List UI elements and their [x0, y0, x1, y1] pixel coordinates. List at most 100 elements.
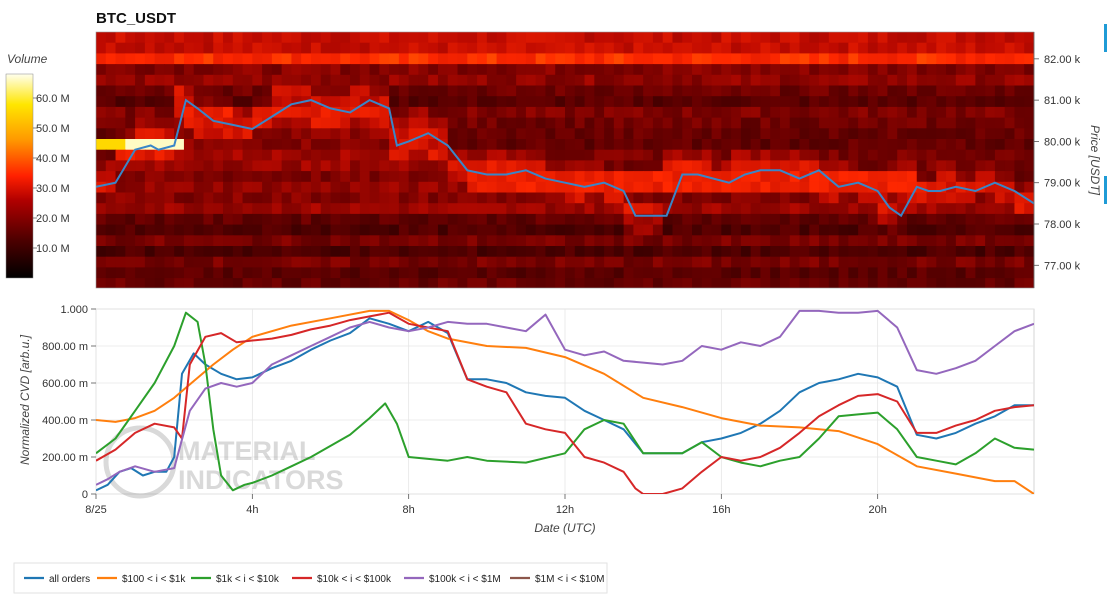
legend-item[interactable]: $10k < i < $100k	[292, 574, 392, 585]
heatmap-cell	[770, 85, 781, 97]
heatmap-cell	[477, 106, 488, 119]
heatmap-cell	[164, 171, 175, 183]
heatmap-cell	[604, 224, 615, 236]
heatmap-cell	[164, 235, 175, 247]
heatmap-cell	[193, 74, 205, 87]
heatmap-cell	[281, 192, 293, 204]
y-axis-label: Normalized CVD [arb.u.]	[18, 334, 32, 465]
legend-item[interactable]: $100 < i < $1k	[97, 574, 186, 585]
heatmap-cell	[457, 117, 468, 129]
heatmap-cell	[506, 53, 517, 65]
heatmap-cell	[819, 139, 830, 151]
heatmap-cell	[584, 160, 595, 172]
heatmap-cell	[877, 64, 889, 76]
heatmap-cell	[604, 74, 615, 87]
legend-item[interactable]: $1k < i < $10k	[191, 574, 280, 585]
heatmap-cell	[770, 160, 781, 172]
heatmap-cell	[740, 278, 752, 288]
heatmap-cell	[477, 32, 488, 44]
watermark: MATERIAL INDICATORS	[103, 425, 344, 499]
toolbar-marker-bottom[interactable]	[1104, 176, 1107, 204]
heatmap-cell	[926, 74, 937, 87]
heatmap-cell	[633, 96, 644, 108]
heatmap-cell	[516, 278, 527, 288]
heatmap-cell	[565, 267, 576, 279]
heatmap-cell	[223, 96, 234, 108]
heatmap-cell	[828, 85, 840, 97]
heatmap-cell	[848, 139, 859, 151]
heatmap-cell	[633, 192, 644, 204]
heatmap-cell	[535, 160, 547, 172]
heatmap-cell	[623, 246, 634, 258]
heatmap-cell	[867, 139, 879, 151]
heatmap-cell	[506, 117, 517, 129]
heatmap-cell	[994, 160, 1006, 172]
heatmap-cell	[291, 139, 302, 151]
heatmap-cell	[682, 117, 693, 129]
heatmap-cell	[858, 74, 869, 87]
heatmap-cell	[262, 117, 273, 129]
heatmap-cell	[916, 181, 928, 194]
heatmap-cell	[672, 117, 683, 129]
legend-label: $10k < i < $100k	[317, 574, 392, 585]
heatmap-cell	[838, 246, 849, 258]
heatmap-cell	[946, 42, 957, 54]
heatmap-cell	[496, 235, 507, 247]
heatmap-cell	[985, 171, 996, 183]
legend-item[interactable]: all orders	[24, 574, 90, 585]
heatmap-cell	[711, 160, 722, 172]
heatmap-cell	[418, 246, 429, 258]
heatmap-cell	[916, 160, 928, 172]
toolbar-marker-top[interactable]	[1104, 24, 1107, 52]
heatmap-cell	[467, 74, 478, 87]
x-axis-label: Date (UTC)	[534, 521, 595, 535]
heatmap-cell	[623, 149, 634, 161]
legend-item[interactable]: $100k < i < $1M	[404, 574, 501, 585]
heatmap-cell	[1004, 53, 1016, 65]
heatmap-cell	[340, 213, 351, 226]
heatmap-cell	[340, 42, 351, 54]
heatmap-cell	[662, 85, 674, 97]
heatmap-cell	[779, 96, 791, 108]
heatmap-cell	[320, 203, 332, 215]
heatmap-cell	[281, 213, 293, 226]
heatmap-cell	[613, 64, 625, 76]
heatmap-cell	[799, 160, 810, 172]
heatmap-cell	[496, 181, 507, 194]
heatmap-cell	[1014, 32, 1025, 44]
heatmap-cell	[565, 203, 576, 215]
heatmap-cell	[545, 160, 556, 172]
heatmap-cell	[398, 53, 410, 65]
heatmap-cell	[330, 256, 341, 268]
heatmap-cell	[525, 139, 537, 151]
heatmap-cell	[545, 267, 556, 279]
heatmap-cell	[535, 203, 547, 215]
heatmap-cell	[359, 267, 371, 279]
heatmap-cell	[144, 74, 156, 87]
heatmap-cell	[828, 64, 840, 76]
heatmap-cell	[711, 32, 722, 44]
legend-item[interactable]: $1M < i < $10M	[510, 574, 604, 585]
heatmap-cell	[555, 160, 566, 172]
heatmap-cell	[965, 192, 976, 204]
heatmap-cell	[643, 256, 654, 268]
heatmap-cell	[379, 106, 390, 119]
heatmap-cell	[604, 128, 615, 140]
heatmap-cell	[525, 267, 537, 279]
heatmap-cell	[135, 42, 146, 54]
heatmap-cell	[281, 64, 293, 76]
heatmap-cell	[223, 64, 234, 76]
heatmap-cell	[516, 203, 527, 215]
heatmap-cell	[223, 213, 234, 226]
heatmap-cell	[223, 139, 234, 151]
heatmap-cell	[340, 256, 351, 268]
heatmap-cell	[594, 213, 605, 226]
heatmap-cell	[819, 224, 830, 236]
heatmap-cell	[281, 235, 293, 247]
heatmap-cell	[633, 278, 644, 288]
heatmap-cell	[320, 246, 332, 258]
heatmap-cell	[447, 224, 459, 236]
heatmap-cell	[291, 32, 302, 44]
heatmap-cell	[682, 106, 693, 119]
heatmap-cell	[506, 192, 517, 204]
